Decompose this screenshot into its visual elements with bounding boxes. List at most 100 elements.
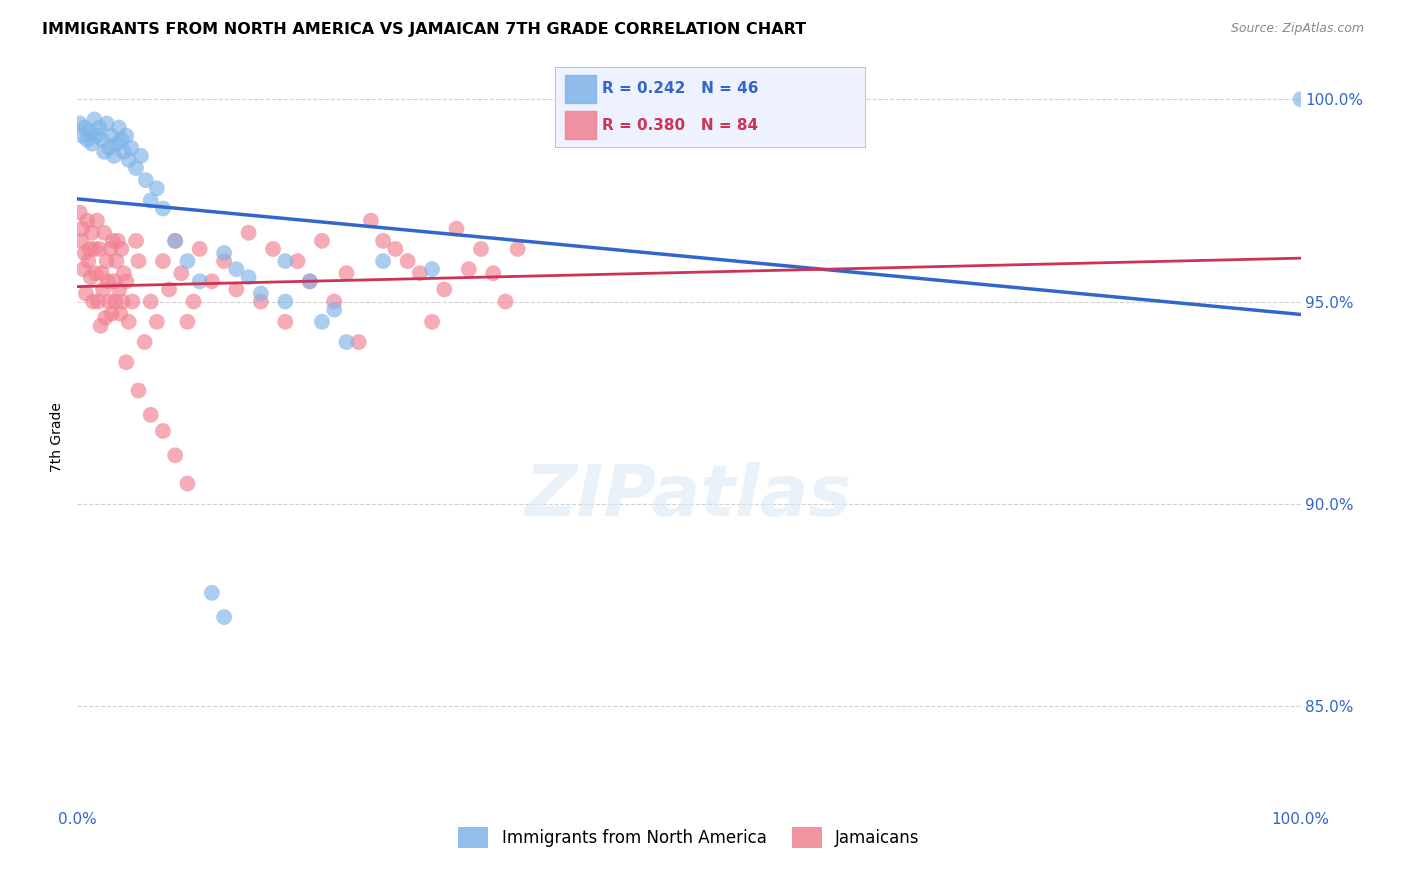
Point	[118, 153, 141, 167]
Point	[97, 274, 120, 288]
Point	[90, 318, 112, 333]
Point	[82, 294, 104, 309]
Point	[90, 133, 112, 147]
Point	[506, 242, 529, 256]
Point	[457, 262, 479, 277]
Point	[1289, 92, 1312, 106]
Text: R = 0.242   N = 46: R = 0.242 N = 46	[602, 81, 758, 96]
Point	[96, 254, 118, 268]
Point	[120, 141, 142, 155]
Point	[103, 149, 125, 163]
Point	[212, 610, 235, 624]
Point	[165, 448, 187, 462]
Point	[73, 246, 96, 260]
Point	[238, 226, 260, 240]
Point	[225, 262, 247, 277]
Point	[146, 315, 169, 329]
Point	[104, 294, 127, 309]
Point	[384, 242, 406, 256]
Point	[86, 213, 108, 227]
Point	[250, 286, 273, 301]
Point	[111, 294, 134, 309]
Point	[165, 234, 187, 248]
Point	[152, 424, 174, 438]
Point	[170, 266, 193, 280]
Point	[201, 586, 224, 600]
Point	[98, 294, 121, 309]
Point	[188, 242, 211, 256]
Point	[298, 274, 321, 288]
Point	[225, 282, 247, 296]
Point	[80, 270, 103, 285]
Point	[110, 133, 132, 147]
Point	[176, 476, 198, 491]
Point	[90, 266, 112, 280]
Y-axis label: 7th Grade: 7th Grade	[51, 402, 65, 472]
Point	[347, 334, 370, 349]
Point	[75, 286, 97, 301]
Point	[311, 234, 333, 248]
Point	[139, 194, 162, 208]
Point	[433, 282, 456, 296]
Point	[115, 128, 138, 143]
Bar	[565, 112, 596, 139]
Point	[73, 120, 96, 135]
Point	[84, 266, 107, 280]
Point	[409, 266, 432, 280]
Point	[79, 125, 101, 139]
Point	[70, 221, 93, 235]
Point	[238, 270, 260, 285]
Point	[250, 294, 273, 309]
Text: IMMIGRANTS FROM NORTH AMERICA VS JAMAICAN 7TH GRADE CORRELATION CHART: IMMIGRANTS FROM NORTH AMERICA VS JAMAICA…	[42, 22, 806, 37]
Point	[127, 254, 149, 268]
Point	[482, 266, 505, 280]
Point	[470, 242, 492, 256]
Point	[495, 294, 517, 309]
Point	[98, 141, 121, 155]
Point	[274, 294, 297, 309]
Point	[94, 310, 117, 325]
Point	[135, 173, 157, 187]
Point	[176, 315, 198, 329]
Point	[101, 234, 124, 248]
Point	[69, 116, 91, 130]
Point	[103, 274, 125, 288]
Point	[115, 355, 138, 369]
Point	[77, 254, 100, 268]
Point	[298, 274, 321, 288]
Point	[129, 149, 152, 163]
Point	[93, 226, 115, 240]
Point	[118, 315, 141, 329]
Point	[201, 274, 224, 288]
Point	[274, 254, 297, 268]
Point	[100, 128, 122, 143]
Point	[76, 133, 98, 147]
Point	[335, 334, 357, 349]
Point	[335, 266, 357, 280]
Point	[165, 234, 187, 248]
Point	[96, 116, 118, 130]
Point	[311, 315, 333, 329]
Point	[93, 145, 115, 159]
Text: Source: ZipAtlas.com: Source: ZipAtlas.com	[1230, 22, 1364, 36]
Point	[79, 242, 101, 256]
Point	[105, 254, 128, 268]
Point	[80, 136, 103, 151]
Point	[83, 242, 105, 256]
Point	[323, 302, 346, 317]
Point	[146, 181, 169, 195]
Point	[262, 242, 284, 256]
Point	[76, 213, 98, 227]
Point	[115, 274, 138, 288]
Point	[105, 136, 128, 151]
Point	[69, 205, 91, 219]
Point	[212, 246, 235, 260]
Point	[91, 282, 114, 296]
Point	[121, 294, 143, 309]
Point	[89, 120, 111, 135]
Text: R = 0.380   N = 84: R = 0.380 N = 84	[602, 118, 758, 133]
Point	[86, 128, 108, 143]
Legend: Immigrants from North America, Jamaicans: Immigrants from North America, Jamaicans	[451, 821, 927, 855]
Point	[108, 282, 131, 296]
Point	[323, 294, 346, 309]
